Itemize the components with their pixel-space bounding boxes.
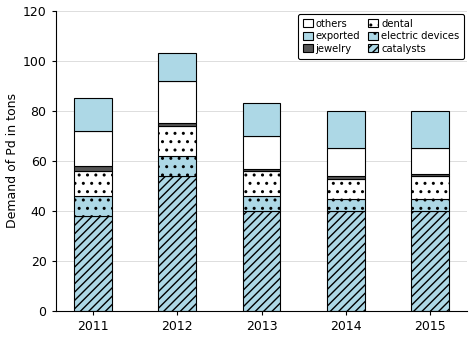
Bar <box>411 174 449 176</box>
Bar <box>327 211 365 312</box>
Bar <box>411 211 449 312</box>
Bar <box>411 111 449 148</box>
Bar <box>74 166 112 171</box>
Bar <box>158 176 196 312</box>
Bar <box>74 216 112 312</box>
Bar <box>243 196 280 211</box>
Bar <box>243 168 280 171</box>
Bar <box>158 81 196 123</box>
Bar <box>74 98 112 131</box>
Bar <box>74 131 112 166</box>
Bar <box>327 148 365 176</box>
Bar <box>243 103 280 136</box>
Bar <box>158 53 196 81</box>
Bar <box>158 156 196 176</box>
Bar <box>327 111 365 148</box>
Bar <box>411 148 449 174</box>
Bar <box>74 171 112 196</box>
Bar <box>158 126 196 156</box>
Legend: others, exported, jewelry, dental, electric devices, catalysts: others, exported, jewelry, dental, elect… <box>298 14 464 59</box>
Bar <box>327 199 365 211</box>
Bar <box>327 179 365 199</box>
Bar <box>243 171 280 196</box>
Bar <box>327 176 365 179</box>
Bar <box>243 211 280 312</box>
Bar <box>411 176 449 199</box>
Bar <box>243 136 280 168</box>
Bar <box>158 123 196 126</box>
Bar <box>411 199 449 211</box>
Y-axis label: Demand of Pd in tons: Demand of Pd in tons <box>6 94 18 228</box>
Bar <box>74 196 112 216</box>
